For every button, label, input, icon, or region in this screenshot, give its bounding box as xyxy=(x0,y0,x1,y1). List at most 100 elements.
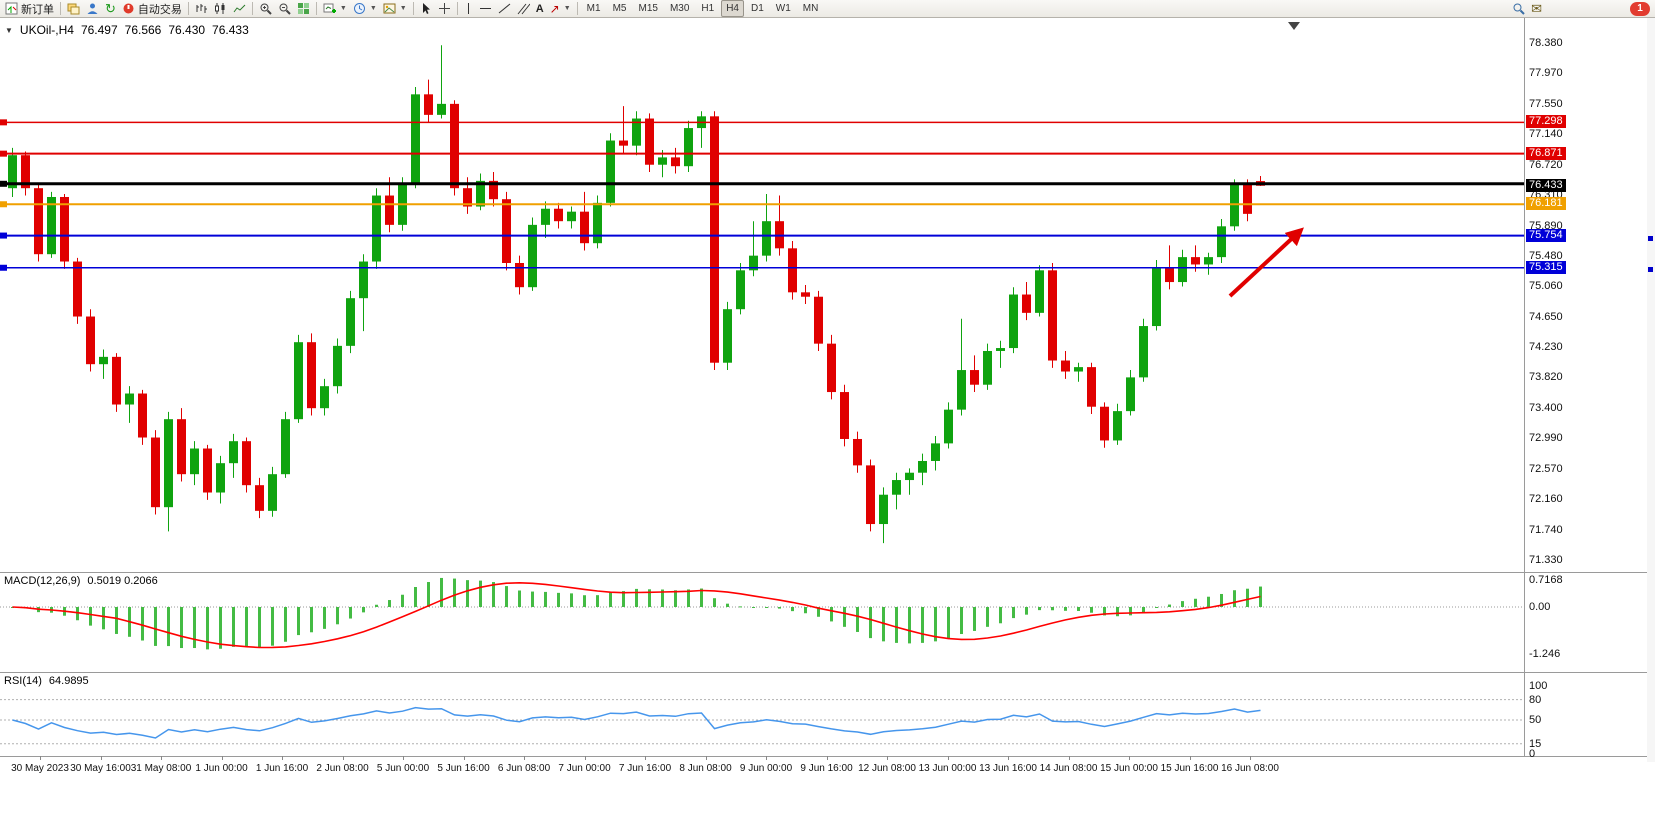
price-tag: 76.181 xyxy=(1526,197,1566,211)
horizontal-line-icon xyxy=(479,4,492,13)
price-axis-label: 74.230 xyxy=(1529,341,1563,354)
time-tick xyxy=(403,756,404,760)
candlestick-chart-button[interactable] xyxy=(211,1,230,17)
time-tick xyxy=(584,756,586,760)
chart-window: ▼ UKOil-,H4 76.497 76.566 76.430 76.433 … xyxy=(0,18,1655,826)
timeframe-w1-button[interactable]: W1 xyxy=(775,3,791,14)
bar-chart-button[interactable] xyxy=(192,1,211,17)
line-chart-button[interactable] xyxy=(230,1,249,17)
line-marker xyxy=(1648,267,1653,272)
new-order-button[interactable]: 新订单 xyxy=(2,1,57,17)
template-icon xyxy=(383,2,396,15)
price-axis-label: 72.160 xyxy=(1529,493,1563,506)
zoom-in-icon xyxy=(259,2,272,15)
arrow-objects-button[interactable]: ↗ ▼ xyxy=(547,1,574,17)
candlestick-chart-icon xyxy=(214,2,227,15)
text-tool-button[interactable]: A xyxy=(533,1,547,17)
mail-icon: ✉ xyxy=(1531,0,1542,16)
pane-divider[interactable] xyxy=(0,672,1655,673)
refresh-icon: ↻ xyxy=(105,0,116,16)
price-axis-label: 77.140 xyxy=(1529,127,1563,140)
autotrading-button[interactable]: 自动交易 xyxy=(119,1,185,17)
timeframe-h1-button[interactable]: H1 xyxy=(701,3,715,14)
chevron-down-icon: ▼ xyxy=(563,5,571,12)
rsi-pane[interactable] xyxy=(0,672,1524,756)
zoom-out-button[interactable] xyxy=(275,1,294,17)
notifications-button[interactable]: 1 xyxy=(1627,1,1653,17)
timeframe-m30-button[interactable]: M30 xyxy=(669,3,690,14)
trendline-tool-button[interactable] xyxy=(495,1,514,17)
tile-windows-button[interactable] xyxy=(294,1,313,17)
notification-badge[interactable]: 1 xyxy=(1630,1,1650,16)
price-pane[interactable] xyxy=(0,18,1524,572)
price-axis-label: -1.246 xyxy=(1529,648,1561,661)
cursor-button[interactable] xyxy=(417,1,435,17)
timeframe-d1-button[interactable]: D1 xyxy=(750,3,764,14)
low-value: 76.430 xyxy=(168,23,206,37)
price-axis-label: 0 xyxy=(1529,748,1536,760)
periods-button[interactable]: ▼ xyxy=(350,1,380,17)
refresh-button[interactable]: ↻ xyxy=(102,1,119,17)
price-axis-label: 71.740 xyxy=(1529,523,1563,536)
time-axis-label: 30 May 2023 xyxy=(11,763,69,774)
candlestick-plot[interactable] xyxy=(0,18,1524,572)
timeframe-m15-button[interactable]: M15 xyxy=(638,3,658,14)
search-button[interactable] xyxy=(1509,1,1528,17)
shift-marker-icon xyxy=(1288,22,1300,30)
chevron-down-icon: ▼ xyxy=(339,5,347,12)
templates-button[interactable]: ▼ xyxy=(380,1,410,17)
channel-tool-button[interactable] xyxy=(514,1,533,17)
macd-name: MACD(12,26,9) xyxy=(4,575,81,587)
new-chart-icon xyxy=(323,2,336,15)
collapse-triangle-icon[interactable]: ▼ xyxy=(5,25,13,35)
charts-button[interactable] xyxy=(64,1,83,17)
chevron-down-icon: ▼ xyxy=(399,5,407,12)
new-order-label: 新订单 xyxy=(21,3,54,16)
time-tick xyxy=(1250,756,1251,760)
pane-divider[interactable] xyxy=(0,572,1655,573)
time-axis-label: 13 Jun 00:00 xyxy=(918,763,977,774)
time-axis[interactable]: 30 May 2023 30 May 16:00 31 May 08:00 1 Jun… xyxy=(0,756,1524,780)
horizontal-lines[interactable] xyxy=(0,119,1524,271)
price-tag: 75.315 xyxy=(1526,260,1566,274)
chart-header: ▼ UKOil-,H4 76.497 76.566 76.430 76.433 xyxy=(5,23,249,37)
timeframe-h4-button[interactable]: H4 xyxy=(721,0,744,17)
text-tool-label: A xyxy=(535,2,544,15)
timeframe-mn-button[interactable]: MN xyxy=(802,3,819,14)
crosshair-button[interactable] xyxy=(435,1,454,17)
separator xyxy=(576,2,578,15)
zoom-in-button[interactable] xyxy=(256,1,275,17)
time-tick xyxy=(524,756,525,760)
rsi-plot[interactable] xyxy=(0,672,1524,756)
time-axis-label: 7 Jun 16:00 xyxy=(618,763,672,774)
time-tick xyxy=(40,756,41,760)
vertical-line-tool-button[interactable] xyxy=(461,1,476,17)
vertical-line-icon xyxy=(464,2,473,15)
new-chart-button[interactable]: ▼ xyxy=(320,1,350,17)
price-axis-divider xyxy=(1524,18,1525,756)
arrow-annotation xyxy=(1228,227,1304,298)
price-axis-label: 77.550 xyxy=(1529,97,1563,110)
timeframe-m5-button[interactable]: M5 xyxy=(612,3,627,14)
horizontal-line-tool-button[interactable] xyxy=(476,1,495,17)
price-axis-label: 78.380 xyxy=(1529,37,1563,49)
price-axis[interactable]: 78.380 77.970 77.550 77.140 76.720 76.310 75.8… xyxy=(1525,18,1600,760)
cursor-icon xyxy=(420,2,432,15)
separator xyxy=(251,2,253,15)
macd-pane[interactable] xyxy=(0,572,1524,672)
channel-icon xyxy=(517,2,531,15)
price-axis-label: 71.330 xyxy=(1529,553,1563,566)
right-scrollbar[interactable] xyxy=(1647,18,1655,762)
time-tick xyxy=(282,756,283,760)
time-axis-label: 16 Jun 08:00 xyxy=(1221,763,1279,774)
price-axis-label: 75.060 xyxy=(1529,280,1563,293)
price-axis-label: 76.720 xyxy=(1529,158,1563,171)
macd-plot[interactable] xyxy=(0,572,1524,672)
profile-button[interactable] xyxy=(83,1,102,17)
bar-chart-icon xyxy=(195,2,208,15)
mail-button[interactable]: ✉ xyxy=(1528,1,1545,17)
price-axis-label: 0.00 xyxy=(1529,601,1551,613)
timeframe-m1-button[interactable]: M1 xyxy=(586,3,601,14)
price-tag: 76.433 xyxy=(1526,178,1566,192)
person-icon xyxy=(86,2,99,15)
